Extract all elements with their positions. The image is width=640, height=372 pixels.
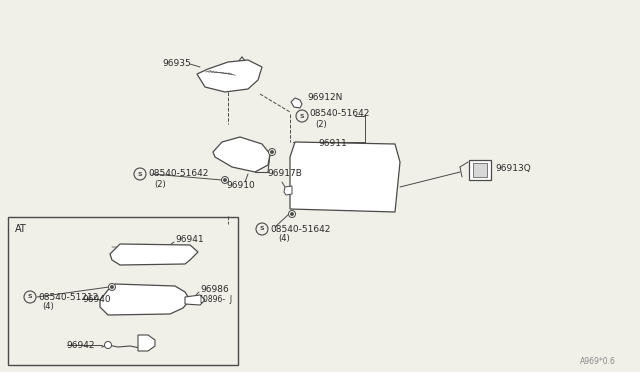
Circle shape bbox=[269, 148, 275, 155]
Circle shape bbox=[224, 179, 226, 181]
Text: [0896-  J: [0896- J bbox=[200, 295, 232, 305]
Text: (2): (2) bbox=[154, 180, 166, 189]
Polygon shape bbox=[290, 142, 400, 212]
Bar bbox=[473, 163, 487, 177]
Circle shape bbox=[291, 213, 293, 215]
Text: 08540-51642: 08540-51642 bbox=[309, 109, 369, 119]
Text: 08540-51642: 08540-51642 bbox=[270, 224, 330, 234]
Text: (4): (4) bbox=[278, 234, 290, 244]
Circle shape bbox=[24, 291, 36, 303]
Circle shape bbox=[256, 223, 268, 235]
Text: S: S bbox=[138, 171, 142, 176]
Polygon shape bbox=[138, 335, 155, 351]
Text: 96911: 96911 bbox=[318, 140, 347, 148]
Text: 96986: 96986 bbox=[200, 285, 228, 295]
Polygon shape bbox=[213, 137, 270, 172]
Text: 96917B: 96917B bbox=[267, 170, 302, 179]
Polygon shape bbox=[291, 98, 302, 108]
Circle shape bbox=[111, 286, 113, 288]
Circle shape bbox=[104, 341, 111, 349]
Polygon shape bbox=[197, 60, 262, 92]
Text: AT: AT bbox=[15, 224, 27, 234]
Polygon shape bbox=[284, 186, 292, 195]
Text: 96910: 96910 bbox=[226, 180, 255, 189]
Text: (4): (4) bbox=[42, 302, 54, 311]
Text: A969*0.6: A969*0.6 bbox=[580, 357, 616, 366]
Text: 96940: 96940 bbox=[82, 295, 111, 304]
Text: S: S bbox=[28, 295, 32, 299]
Text: 96942: 96942 bbox=[66, 340, 95, 350]
Bar bbox=[8, 217, 238, 365]
Circle shape bbox=[134, 168, 146, 180]
Polygon shape bbox=[110, 244, 198, 265]
Circle shape bbox=[289, 211, 296, 218]
Text: 96935: 96935 bbox=[162, 60, 191, 68]
Circle shape bbox=[109, 283, 115, 291]
Text: 08540-51642: 08540-51642 bbox=[148, 170, 209, 179]
Polygon shape bbox=[185, 295, 205, 305]
Text: 08540-51212: 08540-51212 bbox=[38, 292, 99, 301]
Text: 96912N: 96912N bbox=[307, 93, 342, 102]
Circle shape bbox=[296, 110, 308, 122]
Circle shape bbox=[221, 176, 228, 183]
Text: S: S bbox=[260, 227, 264, 231]
Text: 96941: 96941 bbox=[175, 234, 204, 244]
Text: S: S bbox=[300, 113, 304, 119]
Bar bbox=[469, 160, 491, 180]
Circle shape bbox=[271, 151, 273, 153]
Text: 96913Q: 96913Q bbox=[495, 164, 531, 173]
Polygon shape bbox=[100, 284, 190, 315]
Text: (2): (2) bbox=[315, 121, 327, 129]
